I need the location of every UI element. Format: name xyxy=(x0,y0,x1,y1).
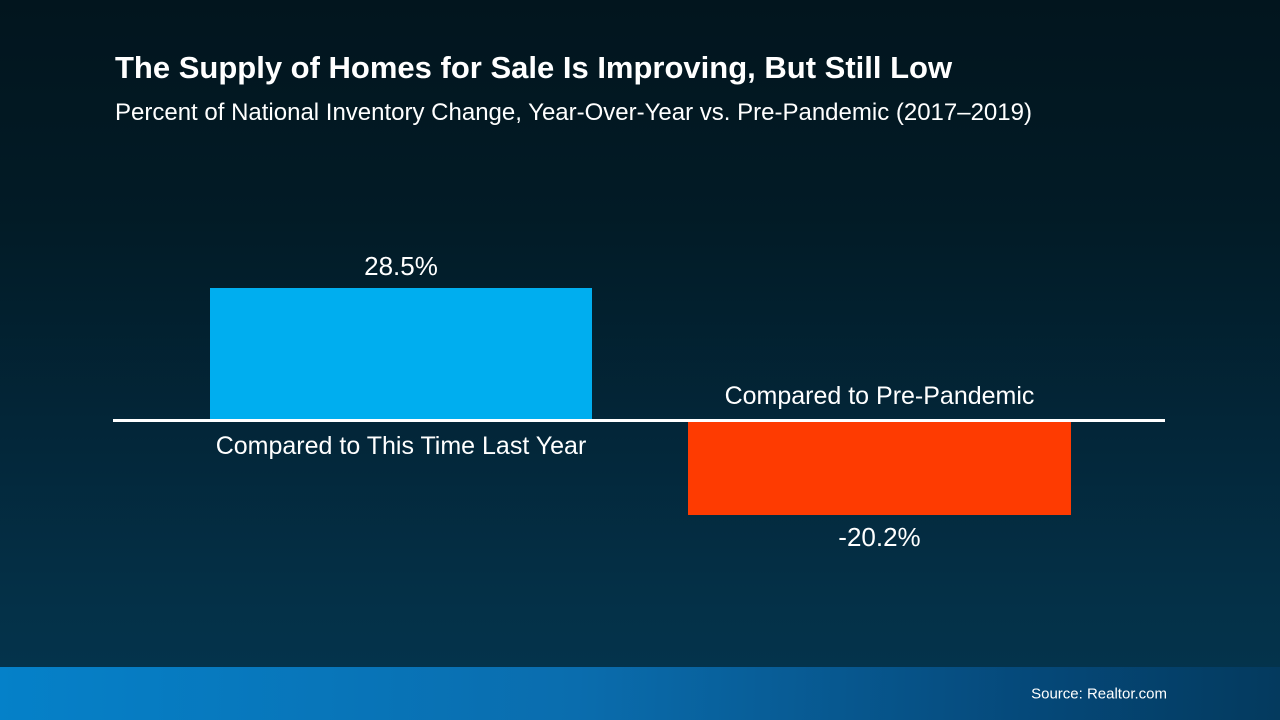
footer-band: Source: Realtor.com xyxy=(0,667,1280,720)
bar-pre-pandemic xyxy=(688,422,1071,515)
bar-last-year xyxy=(210,288,592,419)
chart-subtitle: Percent of National Inventory Change, Ye… xyxy=(115,99,1032,126)
category-label-last-year: Compared to This Time Last Year xyxy=(215,432,587,460)
axis-baseline xyxy=(113,419,1165,422)
chart-title: The Supply of Homes for Sale Is Improvin… xyxy=(115,50,953,85)
value-label-last-year: 28.5% xyxy=(364,251,438,281)
source-credit: Source: Realtor.com xyxy=(1031,685,1167,702)
value-label-pre-pandemic: -20.2% xyxy=(838,522,921,552)
category-label-pre-pandemic: Compared to Pre-Pandemic xyxy=(724,382,1035,410)
